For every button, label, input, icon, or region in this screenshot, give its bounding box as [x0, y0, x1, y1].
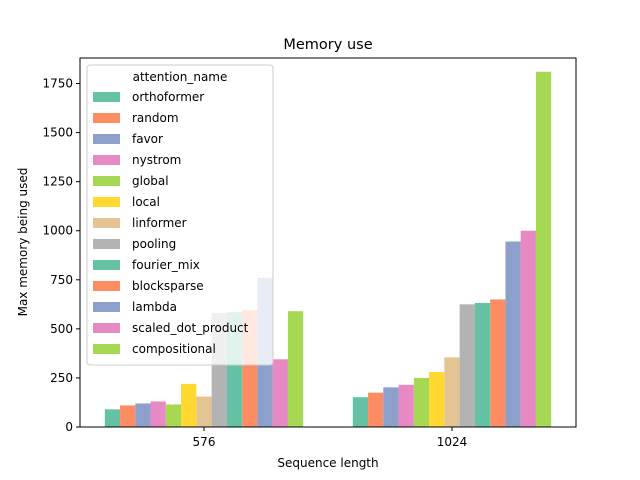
legend-label: fourier_mix — [132, 258, 200, 272]
legend-items: orthoformer random favor nystrom global local… — [93, 90, 249, 356]
bar-orthoformer-576 — [104, 409, 121, 427]
legend-item-linformer: linformer — [93, 216, 187, 230]
y-tick-label: 1250 — [42, 175, 73, 189]
y-tick-label: 250 — [50, 371, 73, 385]
legend-item-pooling: pooling — [93, 237, 176, 251]
legend-label: favor — [132, 132, 163, 146]
y-axis: 0 250 500 750 1000 1250 1500 1750 — [42, 77, 80, 434]
bar-global-1024 — [413, 377, 430, 427]
legend-label: linformer — [132, 216, 187, 230]
plot-frame — [79, 57, 577, 428]
bar-pooling-1024 — [459, 304, 475, 427]
bar-orthoformer-1024 — [352, 397, 369, 427]
legend-swatch — [93, 323, 120, 333]
bar-scaled_dot_product-1024 — [520, 230, 536, 427]
legend-item-fourier_mix: fourier_mix — [93, 258, 200, 272]
legend-swatch — [93, 92, 120, 102]
legend-item-blocksparse: blocksparse — [93, 279, 204, 293]
bar-favor-576 — [135, 403, 151, 427]
x-tick-label: 576 — [193, 435, 216, 449]
legend-swatch — [93, 218, 120, 228]
legend-swatch — [93, 302, 120, 312]
bar-local-1024 — [429, 372, 445, 427]
legend-item-nystrom: nystrom — [93, 153, 181, 167]
x-axis: 576 1024 — [193, 427, 468, 449]
x-tick-label: 1024 — [437, 435, 468, 449]
legend-swatch — [93, 155, 120, 165]
bar-linformer-1024 — [444, 357, 460, 427]
bar-favor-1024 — [383, 387, 399, 427]
legend-title: attention_name — [133, 70, 228, 84]
y-axis-label: Max memory being used — [16, 168, 30, 317]
legend-label: lambda — [132, 300, 177, 314]
legend-item-compositional: compositional — [93, 342, 216, 356]
y-tick-label: 1750 — [42, 77, 73, 91]
legend-swatch — [93, 113, 120, 123]
legend-label: compositional — [132, 342, 216, 356]
y-tick-label: 0 — [65, 420, 73, 434]
y-tick-label: 1500 — [42, 126, 73, 140]
legend-swatch — [93, 176, 120, 186]
legend-item-local: local — [93, 195, 160, 209]
bar-random-576 — [120, 405, 136, 427]
bar-random-1024 — [368, 392, 384, 427]
legend-item-orthoformer: orthoformer — [93, 90, 204, 104]
legend-label: global — [132, 174, 169, 188]
bar-lambda-1024 — [505, 241, 521, 427]
legend-label: pooling — [132, 237, 176, 251]
legend-item-lambda: lambda — [93, 300, 177, 314]
legend-swatch — [93, 260, 120, 270]
legend-item-favor: favor — [93, 132, 163, 146]
bar-compositional-576 — [287, 311, 304, 427]
bar-fourier_mix-1024 — [474, 302, 491, 427]
chart-title: Memory use — [283, 37, 372, 53]
x-axis-label: Sequence length — [277, 456, 378, 470]
y-tick-label: 1000 — [42, 224, 73, 238]
legend-frame — [86, 64, 274, 366]
legend-swatch — [93, 239, 120, 249]
bar-linformer-576 — [196, 396, 212, 427]
legend-label: blocksparse — [132, 279, 204, 293]
legend-swatch — [93, 197, 120, 207]
legend-label: nystrom — [132, 153, 181, 167]
legend-swatch — [93, 344, 120, 354]
legend-label: scaled_dot_product — [132, 321, 249, 335]
legend-item-scaled_dot_product: scaled_dot_product — [93, 321, 249, 335]
bar-scaled_dot_product-576 — [272, 359, 288, 427]
legend-item-global: global — [93, 174, 169, 188]
legend-label: local — [132, 195, 160, 209]
legend-item-random: random — [93, 111, 179, 125]
bar-compositional-1024 — [535, 71, 552, 428]
legend-label: random — [132, 111, 179, 125]
legend-swatch — [93, 134, 120, 144]
bar-global-576 — [165, 404, 182, 427]
legend: attention_name orthoformer random favor nys… — [86, 64, 274, 366]
legend-swatch — [93, 281, 120, 291]
bar-nystrom-1024 — [398, 384, 414, 427]
bar-nystrom-576 — [150, 401, 166, 427]
bar-local-576 — [181, 383, 197, 427]
y-tick-label: 500 — [50, 322, 73, 336]
legend-label: orthoformer — [132, 90, 204, 104]
bar-blocksparse-1024 — [490, 299, 506, 427]
y-tick-label: 750 — [50, 273, 73, 287]
